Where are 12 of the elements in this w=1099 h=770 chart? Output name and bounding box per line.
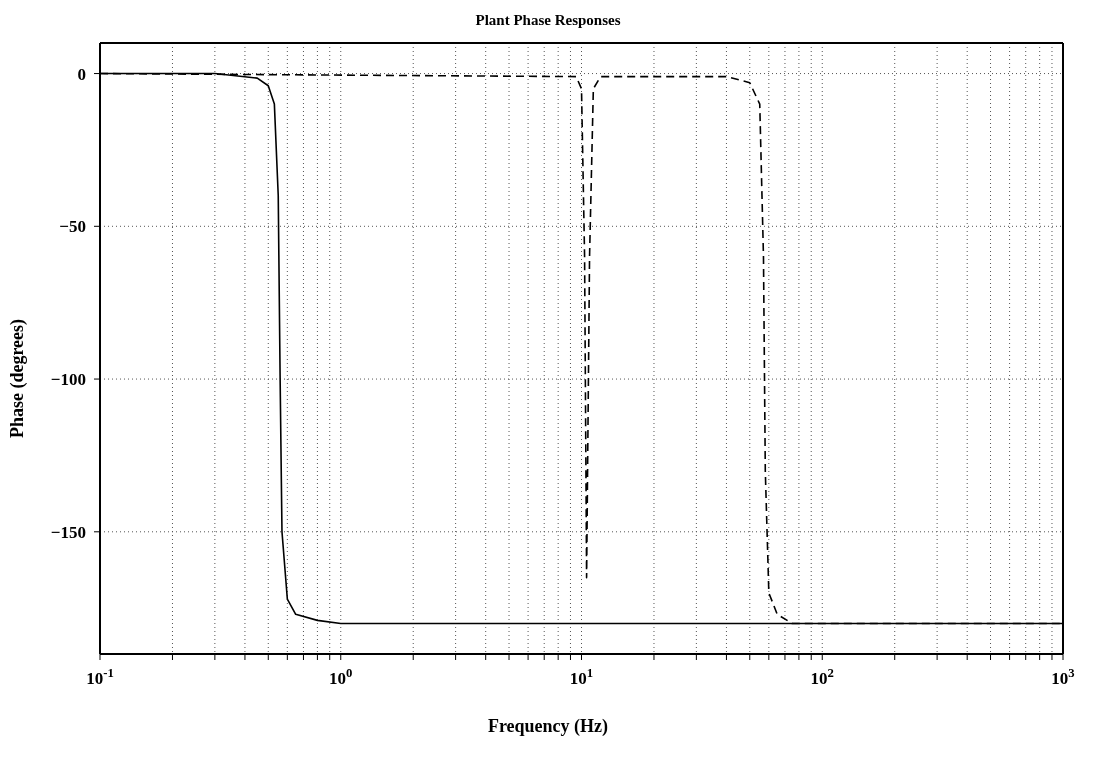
x-tick-label: 10$^{0}$ xyxy=(329,666,353,688)
y-tick-label: −150 xyxy=(50,522,86,542)
x-tick-label: 10$^{-1}$ xyxy=(86,666,114,688)
x-axis-title: Frequency (Hz) xyxy=(486,716,610,737)
x-tick-label: 10$^{1}$ xyxy=(569,666,594,688)
y-tick-label: −100 xyxy=(50,370,86,390)
y-axis-title: Phase (degrees) xyxy=(7,318,29,438)
x-tick-label: 10$^{2}$ xyxy=(810,666,834,688)
y-tick-label: −50 xyxy=(59,217,86,237)
y-tick-label: 0 xyxy=(77,64,86,84)
chart-title: Plant Phase Responses xyxy=(474,11,622,30)
x-tick-label: 10$^{3}$ xyxy=(1051,666,1075,688)
